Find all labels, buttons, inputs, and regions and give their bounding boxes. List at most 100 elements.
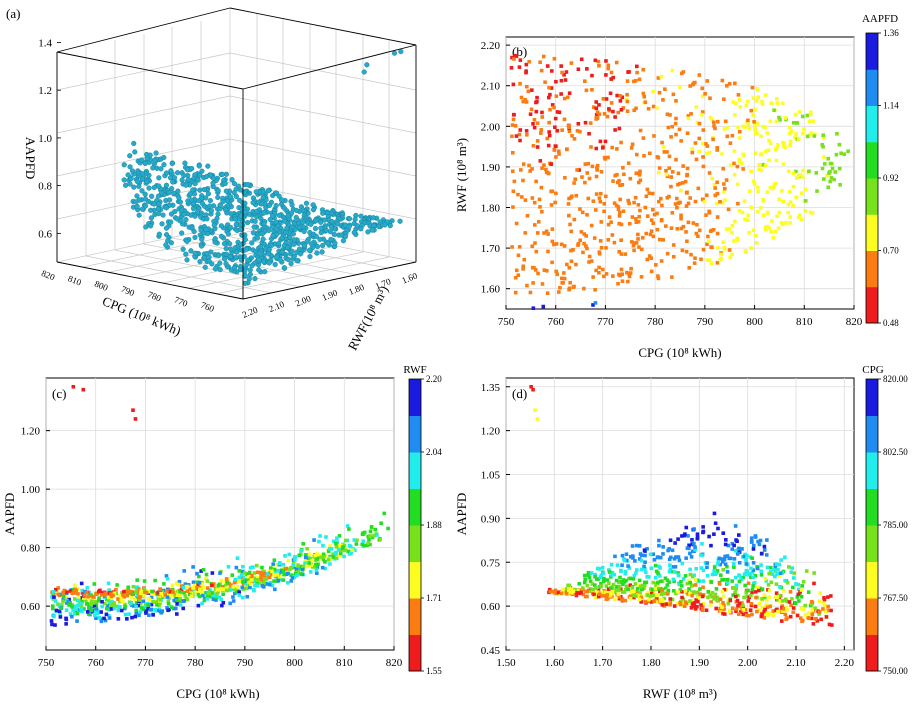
panel-d-point xyxy=(649,600,654,604)
panel-b-point xyxy=(530,196,535,200)
panel-b-point xyxy=(532,223,537,227)
panel-a-point xyxy=(250,230,256,236)
panel-b-point xyxy=(554,155,558,159)
panel-d-point xyxy=(561,587,565,592)
panel-c-point xyxy=(368,534,372,538)
panel-a-point xyxy=(197,187,203,193)
panel-b-point xyxy=(791,184,796,189)
panel-d-point xyxy=(750,570,755,575)
panel-c-point xyxy=(182,569,187,573)
panel-d-point xyxy=(751,584,755,588)
panel-d-point xyxy=(642,580,647,585)
panel-b-point xyxy=(655,106,659,110)
panel-b-point xyxy=(521,264,526,269)
panel-c-point xyxy=(139,589,144,594)
panel-c-point xyxy=(251,565,255,569)
panel-d-xtick-label: 1.60 xyxy=(545,657,565,669)
panel-b-point xyxy=(733,219,737,224)
panel-b-point xyxy=(705,144,710,148)
panel-a-ytick-label: 1.90 xyxy=(321,287,340,302)
panel-b-point xyxy=(733,101,738,106)
panel-b-point xyxy=(553,200,557,205)
panel-d-point xyxy=(635,568,639,572)
panel-b-point xyxy=(788,125,792,130)
panel-c-point xyxy=(194,586,198,590)
panel-d-point xyxy=(817,610,822,614)
panel-d-point xyxy=(727,556,732,561)
panel-d-point xyxy=(600,565,605,570)
panel-b-point xyxy=(521,178,525,183)
panel-b-point xyxy=(544,167,548,172)
panel-b-point xyxy=(732,149,737,153)
panel-c-point xyxy=(265,572,269,576)
panel-d-point xyxy=(730,547,735,551)
panel-b-point xyxy=(704,193,709,198)
panel-d-point xyxy=(726,543,731,548)
panel-d-point xyxy=(651,552,656,557)
panel-d-point xyxy=(810,608,815,613)
panel-a-point xyxy=(139,206,146,212)
panel-c-point xyxy=(166,599,171,604)
panel-a-xtick-label: 770 xyxy=(173,294,190,309)
panel-a-point xyxy=(205,163,211,169)
panel-d-ytick-label: 0.45 xyxy=(481,645,501,657)
panel-c-point xyxy=(269,566,273,570)
panel-c-point xyxy=(255,580,260,585)
panel-b-point xyxy=(701,247,706,252)
panel-b-point xyxy=(713,193,718,198)
panel-c-point xyxy=(70,604,74,609)
panel-b-point xyxy=(715,148,720,152)
panel-a-point xyxy=(236,197,243,203)
panel-d-point xyxy=(654,584,658,588)
panel-d-xtick-label: 1.90 xyxy=(690,657,710,669)
panel-b-point xyxy=(761,198,765,202)
panel-c-point xyxy=(146,603,150,607)
panel-c-point xyxy=(334,545,339,549)
panel-c-point xyxy=(94,603,99,608)
panel-b-point xyxy=(696,186,701,191)
panel-c-point xyxy=(262,571,267,576)
panel-d-label: (d) xyxy=(512,386,527,401)
panel-b-point xyxy=(740,210,745,215)
panel-d-point xyxy=(722,577,726,582)
panel-a-point xyxy=(261,210,267,216)
panel-b-point xyxy=(686,114,691,118)
panel-a-point xyxy=(320,210,326,216)
panel-d-point xyxy=(721,531,726,535)
panel-b-point xyxy=(619,252,624,256)
panel-d-point xyxy=(734,587,739,591)
panel-d-point xyxy=(748,571,753,576)
panel-a-point xyxy=(242,237,248,243)
panel-d-point xyxy=(751,561,756,565)
panel-b-point xyxy=(730,252,734,257)
panel-d-point xyxy=(652,557,657,562)
panel-c-point xyxy=(360,542,364,547)
panel-b-point xyxy=(651,89,655,94)
panel-d-point xyxy=(774,562,779,566)
panel-d-point xyxy=(596,594,601,599)
panel-c-point xyxy=(79,581,84,586)
panel-d-point xyxy=(710,591,715,595)
panel-d-point xyxy=(610,570,615,575)
panel-d-point xyxy=(791,610,795,615)
panel-b-point xyxy=(722,186,727,191)
panel-b-point xyxy=(602,112,607,116)
panel-d-point xyxy=(696,590,700,595)
panel-d-point xyxy=(787,565,791,569)
panel-a-point xyxy=(203,195,209,201)
panel-d-point xyxy=(597,592,602,597)
panel-c-point xyxy=(346,549,350,554)
panel-c-point xyxy=(150,592,155,596)
panel-d-point xyxy=(767,611,771,616)
panel-b-point xyxy=(691,221,696,225)
panel-d-point xyxy=(683,588,688,593)
panel-d-point xyxy=(645,547,649,551)
panel-d-point xyxy=(693,583,698,587)
panel-d-point xyxy=(621,578,626,582)
panel-c-point xyxy=(196,583,200,588)
panel-c-point xyxy=(148,608,153,612)
panel-b-point xyxy=(807,119,812,123)
panel-a-point xyxy=(212,266,218,272)
panel-d-xtick-label: 2.10 xyxy=(786,657,806,669)
panel-b-point xyxy=(530,265,535,270)
